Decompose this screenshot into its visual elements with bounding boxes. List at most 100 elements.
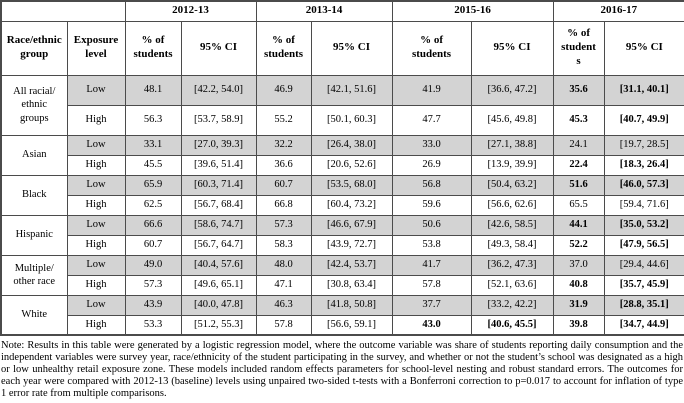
- pct-students-cell: 26.9: [391, 154, 472, 176]
- pct-students-cell: 47.7: [391, 104, 472, 136]
- pct-students-cell: 66.6: [124, 214, 182, 236]
- exposure-level-header: Exposure level: [66, 20, 126, 76]
- column-header-row: Race/ethnic group Exposure level % of st…: [0, 20, 684, 76]
- pct-students-cell: 24.1: [552, 134, 605, 156]
- pct-students-cell: 66.8: [255, 194, 312, 216]
- exposure-level-cell: High: [66, 274, 126, 296]
- ci-cell: [47.9, 56.5]: [603, 234, 684, 256]
- table-body: All racial/ ethnic groups Low 48.1 [42.2, 5…: [0, 74, 684, 336]
- race-group-label: White: [0, 294, 68, 336]
- table-row: High 60.7 [56.7, 64.7] 58.3 [43.9, 72.7] 53.8…: [1, 234, 684, 256]
- pct-students-cell: 57.8: [391, 274, 472, 296]
- table-row: Black Low 65.9 [60.3, 71.4] 60.7 [53.5, 68.0]…: [0, 174, 684, 216]
- pct-students-cell: 43.9: [124, 294, 182, 316]
- race-group-label: All racial/ ethnic groups: [0, 74, 68, 136]
- ci-cell: [58.6, 74.7]: [180, 214, 257, 236]
- ci-cell: [51.2, 55.3]: [180, 314, 257, 336]
- exposure-level-cell: Low: [66, 174, 126, 196]
- pct-students-cell: 51.6: [552, 174, 605, 196]
- ci-cell: [53.5, 68.0]: [310, 174, 393, 196]
- pct-students-cell: 53.8: [391, 234, 472, 256]
- ci-cell: [52.1, 63.6]: [470, 274, 554, 296]
- pct-students-cell: 36.6: [255, 154, 312, 176]
- pct-students-cell: 48.1: [124, 74, 182, 106]
- ci-cell: [27.1, 38.8]: [470, 134, 554, 156]
- pct-students-cell: 57.8: [255, 314, 312, 336]
- pct-students-cell: 33.1: [124, 134, 182, 156]
- ci-cell: [46.0, 57.3]: [603, 174, 684, 196]
- ci-cell: [28.8, 35.1]: [603, 294, 684, 316]
- ci-cell: [42.4, 53.7]: [310, 254, 393, 276]
- pct-students-cell: 37.0: [552, 254, 605, 276]
- exposure-level-cell: Low: [66, 294, 126, 316]
- ci-cell: [41.8, 50.8]: [310, 294, 393, 316]
- ci-cell: [35.0, 53.2]: [603, 214, 684, 236]
- ci-cell: [53.7, 58.9]: [180, 104, 257, 136]
- pct-students-cell: 47.1: [255, 274, 312, 296]
- ci-cell: [40.6, 45.5]: [470, 314, 554, 336]
- pct-students-cell: 56.8: [391, 174, 472, 196]
- ci-cell: [18.3, 26.4]: [603, 154, 684, 176]
- ci-cell: [42.2, 54.0]: [180, 74, 257, 106]
- ci-header-2: 95% CI: [310, 20, 393, 76]
- ci-cell: [40.0, 47.8]: [180, 294, 257, 316]
- pct-students-cell: 60.7: [255, 174, 312, 196]
- ci-cell: [46.6, 67.9]: [310, 214, 393, 236]
- pct-students-cell: 65.9: [124, 174, 182, 196]
- ci-cell: [42.6, 58.5]: [470, 214, 554, 236]
- ci-cell: [42.1, 51.6]: [310, 74, 393, 106]
- ci-cell: [36.6, 47.2]: [470, 74, 554, 106]
- pct-students-cell: 45.3: [552, 104, 605, 136]
- table-header: 2012-13 2013-14 2015-16 2016-17 Race/eth…: [0, 0, 684, 76]
- table-row: High 53.3 [51.2, 55.3] 57.8 [56.6, 59.1] 43.0…: [1, 314, 684, 336]
- pct-students-cell: 32.2: [255, 134, 312, 156]
- pct-students-cell: 48.0: [255, 254, 312, 276]
- ci-cell: [20.6, 52.6]: [310, 154, 393, 176]
- pct-students-cell: 44.1: [552, 214, 605, 236]
- ci-cell: [29.4, 44.6]: [603, 254, 684, 276]
- ci-cell: [60.3, 71.4]: [180, 174, 257, 196]
- ci-cell: [19.7, 28.5]: [603, 134, 684, 156]
- exposure-level-cell: Low: [66, 254, 126, 276]
- table-row: Multiple/ other race Low 49.0 [40.4, 57.6] 4…: [0, 254, 684, 296]
- ci-cell: [50.4, 63.2]: [470, 174, 554, 196]
- table-row: White Low 43.9 [40.0, 47.8] 46.3 [41.8, 50.8]…: [0, 294, 684, 336]
- pct-students-cell: 41.7: [391, 254, 472, 276]
- ci-cell: [56.7, 68.4]: [180, 194, 257, 216]
- pct-students-cell: 39.8: [552, 314, 605, 336]
- pct-students-cell: 50.6: [391, 214, 472, 236]
- pct-students-cell: 52.2: [552, 234, 605, 256]
- ci-cell: [43.9, 72.7]: [310, 234, 393, 256]
- pct-students-header-3: % of students: [391, 20, 472, 76]
- exposure-level-cell: High: [66, 154, 126, 176]
- results-table: 2012-13 2013-14 2015-16 2016-17 Race/eth…: [0, 0, 684, 336]
- race-group-label: Multiple/ other race: [0, 254, 68, 296]
- pct-students-cell: 33.0: [391, 134, 472, 156]
- pct-students-cell: 57.3: [255, 214, 312, 236]
- ci-cell: [35.7, 45.9]: [603, 274, 684, 296]
- ci-header-3: 95% CI: [470, 20, 554, 76]
- pct-students-cell: 57.3: [124, 274, 182, 296]
- pct-students-header-4: % of student s: [552, 20, 605, 76]
- ci-cell: [59.4, 71.6]: [603, 194, 684, 216]
- pct-students-cell: 41.9: [391, 74, 472, 106]
- year-header-2013-14: 2013-14: [255, 0, 393, 22]
- table-row: High 45.5 [39.6, 51.4] 36.6 [20.6, 52.6] 26.9…: [1, 154, 684, 176]
- pct-students-cell: 22.4: [552, 154, 605, 176]
- ci-cell: [27.0, 39.3]: [180, 134, 257, 156]
- pct-students-cell: 58.3: [255, 234, 312, 256]
- ci-cell: [56.6, 62.6]: [470, 194, 554, 216]
- pct-students-cell: 62.5: [124, 194, 182, 216]
- pct-students-cell: 31.9: [552, 294, 605, 316]
- corner-cell: [0, 0, 126, 22]
- exposure-level-cell: Low: [66, 74, 126, 106]
- ci-cell: [56.6, 59.1]: [310, 314, 393, 336]
- ci-cell: [49.6, 65.1]: [180, 274, 257, 296]
- table-row: All racial/ ethnic groups Low 48.1 [42.2, 5…: [0, 74, 684, 136]
- ci-cell: [40.4, 57.6]: [180, 254, 257, 276]
- table-note: Note: Results in this table were generat…: [1, 340, 683, 399]
- pct-students-header-1: % of students: [124, 20, 182, 76]
- race-ethnic-group-header: Race/ethnic group: [0, 20, 68, 76]
- race-group-label: Asian: [0, 134, 68, 176]
